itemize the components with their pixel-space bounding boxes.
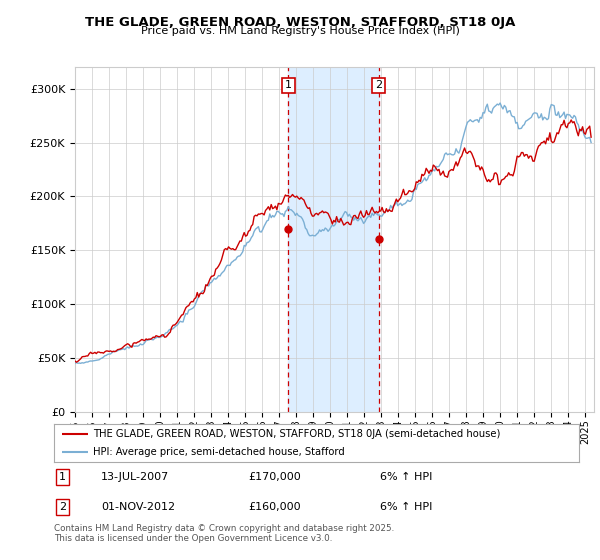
Bar [289,67,379,412]
Text: £160,000: £160,000 [248,502,301,512]
Text: THE GLADE, GREEN ROAD, WESTON, STAFFORD, ST18 0JA (semi-detached house): THE GLADE, GREEN ROAD, WESTON, STAFFORD,… [94,429,501,439]
Text: 6% ↑ HPI: 6% ↑ HPI [380,502,432,512]
Text: THE GLADE, GREEN ROAD, WESTON, STAFFORD, ST18 0JA: THE GLADE, GREEN ROAD, WESTON, STAFFORD,… [85,16,515,29]
Text: 01-NOV-2012: 01-NOV-2012 [101,502,175,512]
Text: Price paid vs. HM Land Registry's House Price Index (HPI): Price paid vs. HM Land Registry's House … [140,26,460,36]
Text: 2: 2 [375,81,382,91]
Text: 6% ↑ HPI: 6% ↑ HPI [380,472,432,482]
Text: 13-JUL-2007: 13-JUL-2007 [101,472,170,482]
Text: Contains HM Land Registry data © Crown copyright and database right 2025.
This d: Contains HM Land Registry data © Crown c… [54,524,394,543]
Text: 1: 1 [285,81,292,91]
Text: HPI: Average price, semi-detached house, Stafford: HPI: Average price, semi-detached house,… [94,447,345,457]
Text: £170,000: £170,000 [248,472,301,482]
Text: 2: 2 [59,502,67,512]
Text: 1: 1 [59,472,66,482]
